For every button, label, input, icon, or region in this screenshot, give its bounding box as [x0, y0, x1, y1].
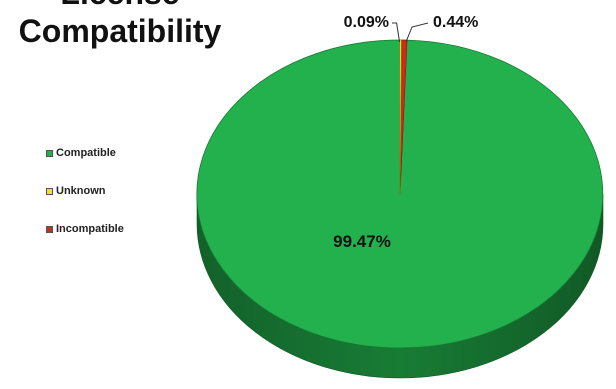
leader-line-incompatible	[405, 22, 429, 43]
legend-label-compatible: Compatible	[56, 147, 116, 159]
data-label-incompatible: 0.44%	[433, 14, 478, 31]
leader-line-unknown	[392, 22, 401, 43]
legend-swatch-unknown	[46, 187, 53, 195]
data-label-compatible: 99.47%	[333, 232, 391, 251]
chart-title-line-1: License	[0, 0, 240, 12]
legend-swatch-compatible	[46, 149, 53, 157]
pie-slice-unknown-wedge	[399, 39, 402, 195]
chart-title-line-2: Compatibility	[18, 13, 222, 49]
legend-label-unknown: Unknown	[56, 185, 106, 197]
legend-swatch-incompatible	[46, 225, 53, 233]
chart-title: License Compatibility	[0, 0, 240, 50]
data-label-unknown: 0.09%	[344, 14, 389, 31]
legend: Compatible Unknown Incompatible	[46, 146, 124, 260]
legend-item-compatible: Compatible	[46, 146, 124, 160]
legend-item-unknown: Unknown	[46, 184, 124, 198]
legend-item-incompatible: Incompatible	[46, 222, 124, 236]
legend-label-incompatible: Incompatible	[56, 223, 124, 235]
